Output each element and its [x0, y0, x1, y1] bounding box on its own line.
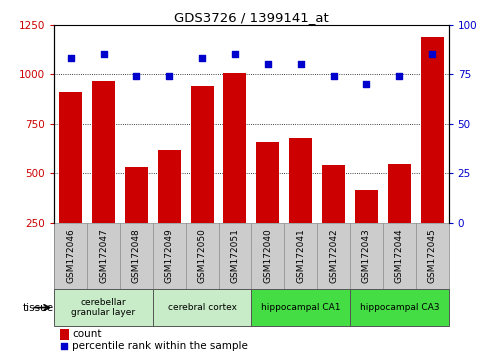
Text: GSM172051: GSM172051 — [231, 228, 240, 283]
Text: GSM172042: GSM172042 — [329, 229, 338, 283]
Title: GDS3726 / 1399141_at: GDS3726 / 1399141_at — [174, 11, 329, 24]
Point — [428, 52, 436, 57]
Point — [330, 73, 338, 79]
Text: tissue: tissue — [23, 303, 54, 313]
Text: GSM172046: GSM172046 — [66, 228, 75, 283]
Text: GSM172044: GSM172044 — [395, 229, 404, 283]
Text: GSM172049: GSM172049 — [165, 228, 174, 283]
Bar — [421, 37, 444, 272]
Point — [165, 73, 173, 79]
Bar — [125, 167, 148, 272]
Point — [133, 73, 141, 79]
Text: GSM172043: GSM172043 — [362, 228, 371, 283]
Bar — [223, 73, 246, 272]
Bar — [350, 289, 449, 326]
Text: percentile rank within the sample: percentile rank within the sample — [72, 341, 248, 351]
Bar — [289, 138, 312, 272]
Point — [100, 52, 107, 57]
Text: hippocampal CA1: hippocampal CA1 — [261, 303, 341, 312]
Bar — [388, 164, 411, 272]
Point — [264, 62, 272, 67]
Text: cerebral cortex: cerebral cortex — [168, 303, 237, 312]
Bar — [256, 142, 280, 272]
Point — [395, 73, 403, 79]
Bar — [59, 92, 82, 272]
Bar — [158, 149, 181, 272]
Point — [231, 52, 239, 57]
Text: GSM172050: GSM172050 — [198, 228, 207, 283]
Bar — [355, 190, 378, 272]
Point — [297, 62, 305, 67]
Bar — [251, 289, 350, 326]
Text: GSM172041: GSM172041 — [296, 228, 305, 283]
Bar — [153, 289, 251, 326]
Bar — [60, 329, 69, 339]
Text: hippocampal CA3: hippocampal CA3 — [359, 303, 439, 312]
Text: GSM172047: GSM172047 — [99, 228, 108, 283]
Point — [198, 56, 206, 61]
Point — [61, 343, 69, 349]
Bar — [54, 289, 153, 326]
Text: count: count — [72, 329, 102, 339]
Point — [362, 81, 370, 87]
Bar — [191, 86, 213, 272]
Text: cerebellar
granular layer: cerebellar granular layer — [71, 298, 136, 317]
Text: GSM172045: GSM172045 — [428, 228, 437, 283]
Text: GSM172048: GSM172048 — [132, 228, 141, 283]
Bar — [92, 81, 115, 272]
Bar — [322, 165, 345, 272]
Text: GSM172040: GSM172040 — [263, 228, 272, 283]
Point — [67, 56, 74, 61]
